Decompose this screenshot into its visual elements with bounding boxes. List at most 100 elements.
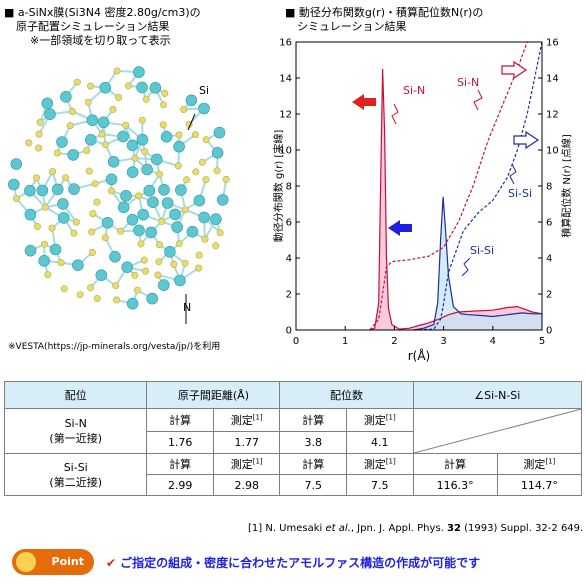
n-atom bbox=[68, 107, 76, 115]
series-fill-1 bbox=[414, 196, 542, 330]
si-atom bbox=[49, 243, 62, 256]
si-atom bbox=[161, 197, 174, 209]
y-tick-label-right: 4 bbox=[546, 254, 552, 265]
n-atom bbox=[70, 229, 78, 237]
y-tick-label-left: 6 bbox=[286, 218, 292, 229]
n-atom bbox=[135, 192, 143, 200]
n-atom bbox=[76, 291, 84, 299]
n-atom bbox=[101, 234, 109, 242]
n-atom bbox=[158, 217, 166, 225]
sisi-angle-meas: 114.7° bbox=[496, 474, 583, 496]
si-atom bbox=[60, 90, 72, 103]
si-atom bbox=[57, 198, 69, 210]
si-atom bbox=[126, 139, 139, 152]
n-atom bbox=[35, 130, 43, 138]
y-tick-label-left: 2 bbox=[286, 290, 292, 301]
point-icon bbox=[16, 552, 36, 572]
n-atom bbox=[41, 203, 49, 211]
si-atom bbox=[107, 156, 120, 168]
si-label: Si bbox=[199, 84, 210, 97]
si-atom bbox=[143, 184, 156, 197]
si-atom bbox=[151, 153, 163, 166]
annotation-sin-gr-leader bbox=[391, 103, 399, 125]
n-atom bbox=[62, 174, 70, 182]
n-atom bbox=[175, 131, 183, 139]
si-atom bbox=[213, 126, 226, 139]
annotation-sin-gr: Si-N bbox=[403, 84, 425, 97]
n-atom bbox=[93, 295, 101, 303]
right-axis-arrow-red bbox=[501, 60, 528, 80]
si-atom bbox=[117, 130, 129, 143]
point-label: Point bbox=[51, 555, 84, 568]
si-atom bbox=[145, 226, 157, 239]
si-atom bbox=[171, 221, 183, 233]
si-atom bbox=[24, 244, 37, 257]
y-axis-label-left: 動径分布関数 g(r) [実線] bbox=[272, 130, 285, 243]
n-atom bbox=[181, 259, 189, 267]
n-atom bbox=[156, 170, 164, 178]
n-label: N bbox=[183, 301, 192, 314]
n-atom bbox=[84, 98, 92, 106]
si-atom bbox=[120, 190, 132, 202]
si-atom bbox=[95, 269, 108, 281]
si-atom bbox=[101, 217, 114, 229]
si-atom bbox=[198, 102, 210, 115]
y-tick-label-right: 6 bbox=[546, 218, 552, 229]
check-icon: ✔ bbox=[106, 556, 117, 570]
si-atom bbox=[175, 184, 187, 196]
header-coordination: 配位 bbox=[3, 381, 148, 409]
sin-dist-meas: 1.77 bbox=[212, 430, 281, 454]
si-atom bbox=[160, 131, 173, 143]
y-tick-label-left: 8 bbox=[286, 182, 292, 193]
x-tick-label: 3 bbox=[440, 336, 446, 347]
series-line-gr-si-n bbox=[369, 68, 543, 331]
si-atom bbox=[198, 211, 210, 224]
si-atom bbox=[186, 225, 199, 238]
left-caption-line2: 原子配置シミュレーション結果 bbox=[16, 20, 170, 33]
n-atom bbox=[140, 256, 148, 264]
n-atom bbox=[33, 223, 41, 231]
si-atom bbox=[185, 94, 198, 107]
annotation-sin-nr: Si-N bbox=[457, 76, 479, 89]
n-atom bbox=[191, 131, 199, 139]
table-header-row: 配位 原子間距離(Å) 配位数 ∠Si-N-Si bbox=[3, 381, 583, 409]
si-atom bbox=[57, 212, 70, 224]
si-atom bbox=[8, 178, 20, 191]
series-fill-0 bbox=[369, 69, 542, 330]
n-atom bbox=[222, 175, 230, 183]
sub-meas: 測定[1] bbox=[346, 408, 414, 432]
sub-calc: 計算 bbox=[279, 408, 348, 432]
y-tick-label-right: 0 bbox=[546, 326, 552, 337]
n-atom bbox=[44, 271, 52, 279]
n-atom bbox=[201, 235, 209, 243]
si-atom bbox=[216, 194, 229, 206]
n-atom bbox=[35, 144, 43, 152]
angle-empty-cell bbox=[412, 408, 583, 454]
n-atom bbox=[87, 82, 95, 90]
n-atom bbox=[57, 259, 65, 267]
n-atom bbox=[13, 195, 21, 203]
n-atom bbox=[109, 105, 117, 113]
si-atom bbox=[10, 158, 23, 170]
n-atom bbox=[180, 105, 188, 113]
x-tick-label: 1 bbox=[342, 336, 348, 347]
left-caption: ■ a-SiNx膜(Si3N4 密度2.80g/cm3)の 原子配置シミュレーシ… bbox=[4, 6, 201, 48]
sisi-dist-calc: 2.99 bbox=[146, 474, 214, 496]
table-row: Si-Si (第二近接) 計算 測定[1] 計算 測定[1] 計算 測定[1] bbox=[3, 453, 583, 496]
si-atom bbox=[136, 133, 149, 146]
atomic-structure-model bbox=[8, 66, 230, 324]
series-line-gr-si-si bbox=[413, 196, 542, 331]
si-atom bbox=[147, 196, 159, 208]
n-atom bbox=[40, 240, 48, 248]
si-atom bbox=[173, 140, 185, 153]
sisi-dist-meas: 2.98 bbox=[212, 474, 281, 496]
si-atom bbox=[133, 66, 145, 78]
sub-meas: 測定[1] bbox=[346, 453, 414, 475]
left-caption-line1: a-SiNx膜(Si3N4 密度2.80g/cm3)の bbox=[17, 6, 201, 19]
si-atom bbox=[117, 201, 130, 214]
table-row: 2.99 2.98 7.5 7.5 116.3° 114.7° bbox=[5, 474, 583, 496]
point-badge: Point bbox=[12, 549, 94, 575]
n-atom bbox=[156, 241, 164, 249]
si-atom bbox=[158, 279, 170, 291]
